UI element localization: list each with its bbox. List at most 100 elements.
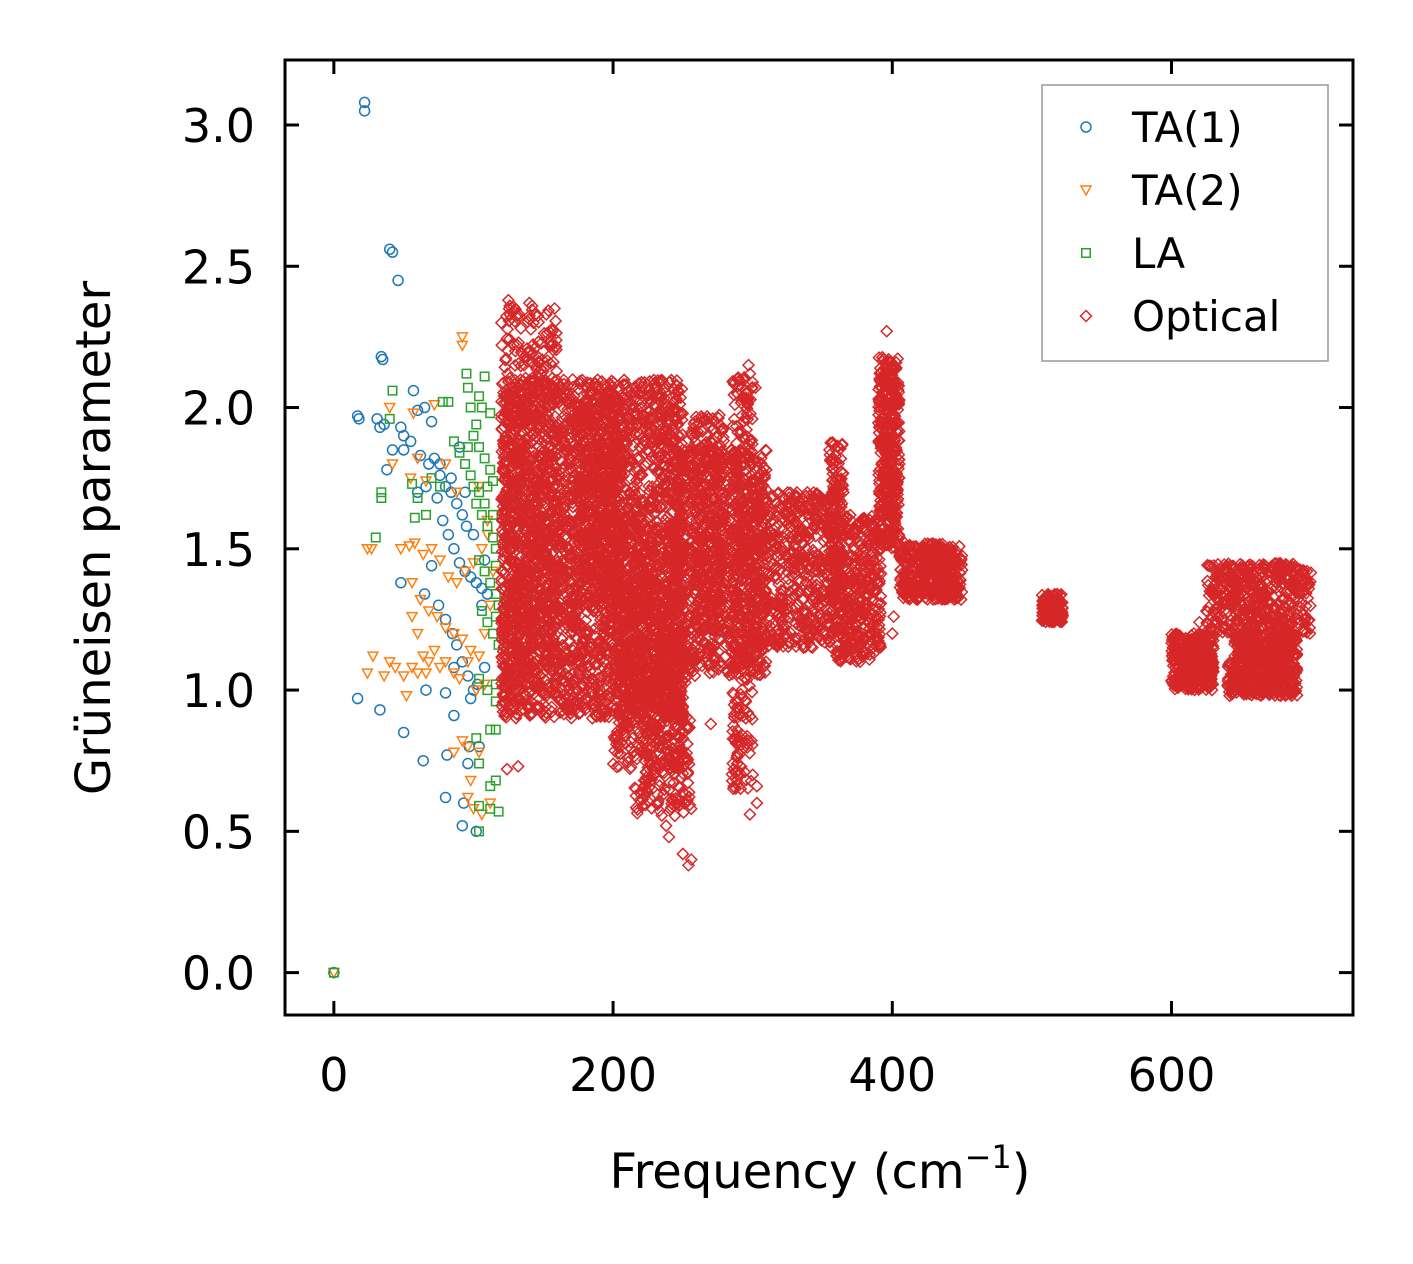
marker-ta2-68 [486,566,500,578]
marker-la-12 [485,408,496,419]
marker-ta2-21 [450,577,463,590]
marker-optical-cluster0-2223 [516,479,530,493]
marker-optical-cluster0-1801 [643,445,657,459]
marker-optical-cluster0-2469 [641,395,655,409]
marker-optical-cluster0-2374 [603,377,617,391]
marker-optical-cluster0-2441 [565,649,579,663]
marker-ta2-56 [419,668,433,680]
marker-optical-cluster0-2461 [553,680,568,695]
marker-optical-cluster0-2733 [500,475,514,489]
series-layer [327,96,1318,980]
marker-ta2-20 [442,572,455,584]
marker-la-8 [443,396,454,407]
marker-optical-cluster0-2678 [594,648,608,662]
marker-ta2-62 [461,792,475,804]
marker-optical-cluster0-2838 [565,492,579,506]
marker-ta1-14 [397,430,410,442]
marker-optical-cluster0-1924 [579,499,593,513]
marker-la-17 [409,512,420,523]
marker-ta1-4 [386,246,399,258]
marker-ta2-66 [478,628,491,641]
marker-optical-cluster0-947 [619,377,633,392]
marker-la-34 [488,532,499,543]
marker-ta2-36 [411,628,424,641]
marker-optical-cluster0-2455 [660,409,674,423]
marker-ta2-54 [478,679,491,691]
marker-la-65 [490,560,501,571]
marker-optical-cluster0-2679 [589,700,603,714]
marker-ta1-75 [467,528,480,541]
marker-ta2-59 [461,741,475,754]
marker-la-29 [485,464,496,475]
marker-optical-cluster0-2784 [514,601,528,615]
marker-optical-cluster0-2713 [635,408,649,422]
marker-la-46 [482,685,493,696]
marker-ta1-19 [381,463,393,476]
marker-ta1-7 [376,353,389,366]
marker-ta2-39 [377,671,391,683]
marker-ta2-57 [447,747,461,759]
marker-ta1-47 [432,599,445,612]
marker-ta1-66 [462,757,474,770]
marker-ta2-51 [453,674,466,686]
marker-optical-cluster0-1967 [510,707,525,721]
marker-optical-cluster0-2210 [577,696,591,710]
marker-la-63 [482,481,493,492]
marker-ta2-33 [464,645,477,658]
marker-la-3 [462,382,473,393]
marker-optical-cluster0-2398 [626,399,640,413]
marker-optical-cluster0-1577 [581,660,595,674]
marker-la-41 [476,605,487,616]
marker-ta1-17 [418,401,431,414]
series-2 [328,368,504,978]
marker-la-14 [376,492,387,503]
marker-la-44 [493,639,504,650]
marker-la-45 [474,673,485,684]
marker-la-59 [462,442,473,453]
marker-ta1-22 [404,435,417,448]
marker-ta2-44 [411,668,424,680]
marker-optical-cluster0-2349 [666,396,680,410]
marker-ta2-8 [411,453,424,465]
marker-ta1-55 [478,661,491,674]
series-3 [494,293,1318,872]
marker-optical-cluster0-2815 [498,708,513,722]
marker-la-15 [407,478,418,489]
marker-ta1-61 [351,692,364,705]
marker-ta1-63 [397,726,410,739]
marker-optical-cluster0-1994 [572,603,586,617]
marker-optical-cluster0-1957 [617,480,631,494]
marker-la-60 [468,481,479,492]
marker-ta2-3 [383,402,396,415]
marker-ta2-63 [467,803,480,816]
marker-optical-cluster0-2382 [521,700,535,714]
marker-ta2-60 [464,775,477,788]
marker-ta2-45 [416,651,430,663]
marker-ta1-31 [460,520,473,532]
marker-optical-cluster0-2380 [675,382,689,396]
marker-ta2-40 [383,657,396,669]
marker-optical-cluster0-1196 [514,373,528,387]
marker-ta2-17 [416,549,430,561]
marker-optical-cluster0-2799 [644,411,658,425]
marker-optical-cluster0-2642 [651,445,665,459]
marker-ta2-5 [428,399,441,412]
marker-ta2-4 [407,408,420,420]
marker-optical-cluster0-2708 [655,439,670,453]
marker-la-16 [412,492,423,503]
marker-optical-cluster0-2517 [566,420,580,434]
marker-optical-cluster0-2112 [591,378,605,392]
marker-ta1-46 [425,560,438,572]
marker-la-10 [471,419,482,430]
marker-optical-cluster0-2351 [657,471,671,485]
marker-optical-cluster0-2554 [572,663,586,677]
marker-optical-cluster0-2216 [593,618,607,632]
marker-ta1-36 [442,528,455,541]
marker-la-28 [479,453,490,464]
marker-optical-cluster0-2230 [654,500,668,514]
marker-ta1-1 [358,96,371,109]
marker-optical-cluster0-1242 [590,649,604,663]
series-1 [327,332,500,980]
marker-ta2-58 [456,736,469,748]
marker-ta2-10 [439,459,452,471]
